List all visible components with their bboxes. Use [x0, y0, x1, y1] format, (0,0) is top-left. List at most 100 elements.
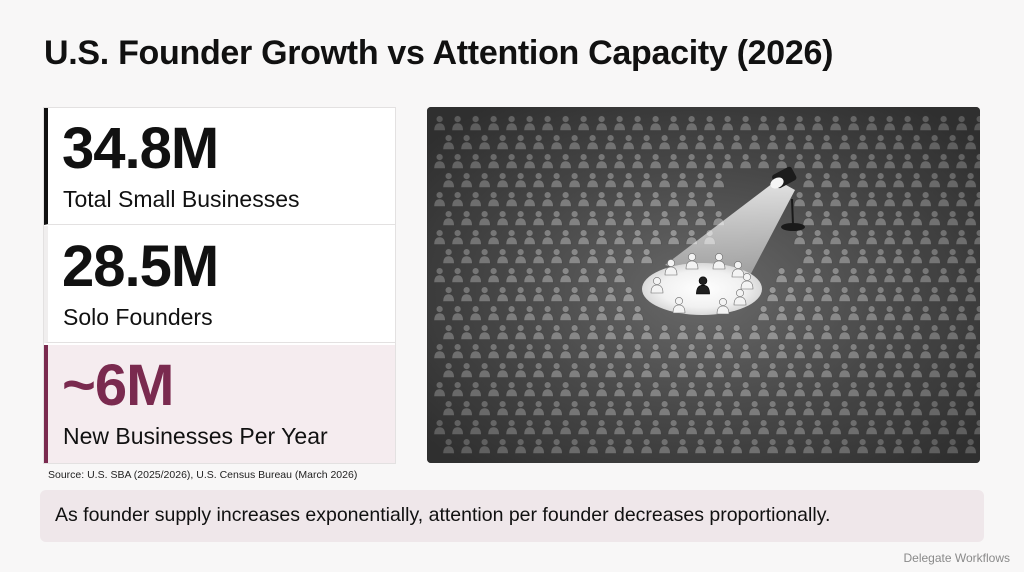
crowd-person-icon	[937, 191, 950, 207]
crowd-person-icon	[604, 400, 617, 416]
crowd-person-icon	[667, 419, 680, 435]
crowd-person-icon	[613, 381, 626, 397]
crowd-person-icon	[649, 229, 662, 245]
crowd-person-icon	[622, 210, 635, 226]
crowd-person-icon	[928, 248, 941, 264]
crowd-person-icon	[883, 153, 896, 169]
audience-person-icon	[740, 273, 754, 290]
crowd-person-icon	[640, 248, 653, 264]
crowd-person-icon	[685, 153, 698, 169]
crowd-person-icon	[496, 172, 509, 188]
crowd-person-icon	[919, 419, 932, 435]
crowd-person-icon	[442, 210, 455, 226]
crowd-person-icon	[577, 153, 590, 169]
crowd-person-icon	[856, 248, 869, 264]
callout-text: As founder supply increases exponentiall…	[55, 504, 831, 526]
crowd-person-icon	[766, 324, 779, 340]
crowd-person-icon	[532, 362, 545, 378]
crowd-person-icon	[505, 419, 518, 435]
crowd-person-icon	[568, 210, 581, 226]
crowd-person-icon	[874, 248, 887, 264]
crowd-person-icon	[496, 438, 509, 454]
crowd-person-icon	[802, 286, 815, 302]
crowd-person-icon	[559, 191, 572, 207]
crowd-person-icon	[802, 400, 815, 416]
crowd-person-icon	[703, 115, 716, 131]
crowd-person-icon	[901, 191, 914, 207]
crowd-person-icon	[847, 115, 860, 131]
crowd-person-icon	[802, 324, 815, 340]
spotlit-founder-icon	[696, 276, 710, 295]
crowd-person-icon	[685, 115, 698, 131]
crowd-person-icon	[496, 286, 509, 302]
stat-value: 28.5M	[62, 234, 219, 299]
crowd-person-icon	[460, 134, 473, 150]
crowd-person-icon	[586, 134, 599, 150]
crowd-person-icon	[811, 191, 824, 207]
stat-label: New Businesses Per Year	[63, 423, 328, 449]
crowd-person-icon	[811, 267, 824, 283]
crowd-person-icon	[865, 343, 878, 359]
crowd-person-icon	[469, 153, 482, 169]
crowd-person-icon	[478, 210, 491, 226]
crowd-person-icon	[667, 229, 680, 245]
crowd-person-icon	[901, 153, 914, 169]
crowd-person-icon	[568, 362, 581, 378]
crowd-person-icon	[757, 343, 770, 359]
crowd-person-icon	[829, 191, 842, 207]
crowd-person-icon	[433, 419, 446, 435]
crowd-person-icon	[901, 419, 914, 435]
crowd-person-icon	[514, 438, 527, 454]
crowd-person-icon	[730, 362, 743, 378]
crowd-person-icon	[622, 134, 635, 150]
crowd-person-icon	[676, 210, 689, 226]
crowd-person-icon	[658, 400, 671, 416]
crowd-person-icon	[505, 115, 518, 131]
crowd-person-icon	[793, 419, 806, 435]
crowd-person-icon	[946, 438, 959, 454]
crowd-person-icon	[487, 305, 500, 321]
crowd-person-icon	[577, 381, 590, 397]
crowd-person-icon	[703, 343, 716, 359]
crowd-person-icon	[712, 362, 725, 378]
crowd-person-icon	[514, 248, 527, 264]
crowd-person-icon	[640, 324, 653, 340]
crowd-person-icon	[802, 172, 815, 188]
crowd-person-icon	[703, 419, 716, 435]
crowd-person-icon	[676, 400, 689, 416]
crowd-person-icon	[667, 381, 680, 397]
crowd-person-icon	[595, 419, 608, 435]
crowd-person-icon	[757, 419, 770, 435]
crowd-person-icon	[667, 115, 680, 131]
crowd-person-icon	[784, 324, 797, 340]
crowd-person-icon	[766, 134, 779, 150]
crowd-person-icon	[883, 343, 896, 359]
crowd-person-icon	[919, 229, 932, 245]
crowd-person-icon	[793, 381, 806, 397]
crowd-person-icon	[838, 172, 851, 188]
crowd-person-icon	[577, 191, 590, 207]
stat-value: 34.8M	[62, 116, 219, 181]
audience-person-icon	[712, 253, 726, 270]
crowd-person-icon	[451, 229, 464, 245]
crowd-person-icon	[775, 153, 788, 169]
crowd-person-icon	[910, 362, 923, 378]
crowd-person-icon	[496, 248, 509, 264]
crowd-person-icon	[514, 362, 527, 378]
crowd-person-icon	[955, 191, 968, 207]
crowd-person-icon	[613, 343, 626, 359]
crowd-person-icon	[829, 343, 842, 359]
crowd-person-icon	[640, 400, 653, 416]
stat-label: Solo Founders	[63, 304, 213, 330]
crowd-person-icon	[739, 343, 752, 359]
crowd-person-icon	[568, 172, 581, 188]
crowd-person-icon	[631, 305, 644, 321]
crowd-person-icon	[451, 153, 464, 169]
crowd-person-icon	[910, 286, 923, 302]
crowd-person-icon	[919, 267, 932, 283]
crowd-person-icon	[892, 134, 905, 150]
crowd-person-icon	[694, 400, 707, 416]
crowd-person-icon	[901, 305, 914, 321]
crowd-person-icon	[802, 438, 815, 454]
crowd-person-icon	[532, 210, 545, 226]
